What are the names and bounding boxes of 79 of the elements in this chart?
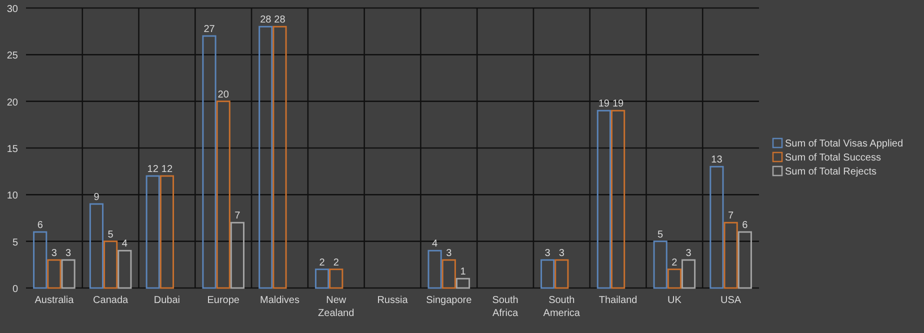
data-label: 2 <box>672 257 678 268</box>
bar <box>554 259 569 289</box>
x-tick-label: South America <box>543 295 580 319</box>
bar <box>272 26 287 289</box>
bar <box>314 268 330 289</box>
y-tick-label: 30 <box>6 4 18 15</box>
data-label: 2 <box>319 257 326 268</box>
data-label: 4 <box>432 238 438 250</box>
x-tick-label: Europe <box>207 295 240 306</box>
data-label: 28 <box>260 14 272 26</box>
y-tick-label: 10 <box>6 190 18 202</box>
bar <box>610 110 626 289</box>
data-label: 3 <box>686 248 692 259</box>
x-tick-label: Thailand <box>598 295 638 306</box>
data-label: 3 <box>66 248 72 259</box>
x-tick-label: Singapore <box>426 295 472 306</box>
x-tick-label: USA <box>720 295 742 306</box>
bar <box>104 240 118 289</box>
data-label: 9 <box>94 192 100 203</box>
bar <box>61 259 76 289</box>
data-label: 20 <box>218 89 230 100</box>
data-label: 2 <box>333 257 340 268</box>
data-label: 6 <box>742 220 748 231</box>
x-tick-label: Russia <box>377 295 408 306</box>
bar <box>442 259 456 289</box>
data-label: 4 <box>122 238 128 250</box>
data-label: 27 <box>204 24 216 35</box>
data-label: 7 <box>234 210 241 222</box>
data-label: 3 <box>558 248 565 259</box>
y-tick-label: 20 <box>6 97 18 108</box>
data-label: 7 <box>728 210 734 222</box>
x-tick-label: New Zealand <box>318 295 354 319</box>
bar <box>681 259 696 289</box>
data-label: 12 <box>147 164 159 175</box>
data-label: 3 <box>544 248 551 259</box>
data-label: 1 <box>460 266 466 278</box>
data-label: 19 <box>598 98 610 110</box>
data-label: 28 <box>274 14 286 26</box>
x-tick-label: Maldives <box>260 295 300 306</box>
data-label: 3 <box>51 248 58 259</box>
bar <box>216 100 230 289</box>
bar <box>47 259 62 289</box>
y-tick-label: 25 <box>6 50 18 62</box>
data-label: 5 <box>658 229 664 240</box>
x-tick-label: Australia <box>34 295 74 306</box>
bar <box>258 26 273 289</box>
bar <box>724 222 738 289</box>
y-tick-label: 5 <box>12 237 18 248</box>
y-tick-label: 0 <box>12 284 18 295</box>
bar <box>667 268 682 289</box>
x-tick-label: South Africa <box>492 295 518 319</box>
bar <box>653 240 668 289</box>
bar <box>329 268 344 289</box>
bar <box>89 203 104 289</box>
bar <box>146 175 160 289</box>
data-label: 3 <box>446 248 452 259</box>
data-label: 12 <box>161 164 173 175</box>
bar <box>710 166 724 289</box>
bar <box>33 231 48 289</box>
bar <box>540 259 555 289</box>
legend-label: Sum of Total Success <box>785 152 881 164</box>
data-label: 6 <box>37 220 44 231</box>
bar <box>230 222 244 289</box>
bar <box>738 231 752 289</box>
data-label: 19 <box>612 98 624 110</box>
x-tick-label: Dubai <box>154 295 180 306</box>
bar <box>456 278 470 289</box>
bar <box>428 250 442 289</box>
bar <box>160 175 174 289</box>
y-tick-label: 15 <box>6 144 18 155</box>
legend-label: Sum of Total Rejects <box>785 166 877 178</box>
x-tick-label: Canada <box>93 295 129 306</box>
bar <box>596 110 611 289</box>
bar <box>202 35 216 289</box>
data-label: 13 <box>711 154 723 166</box>
data-label: 5 <box>108 229 114 240</box>
legend-label: Sum of Total Visas Applied <box>785 138 904 150</box>
x-tick-label: UK <box>667 295 682 306</box>
bar <box>118 250 132 289</box>
